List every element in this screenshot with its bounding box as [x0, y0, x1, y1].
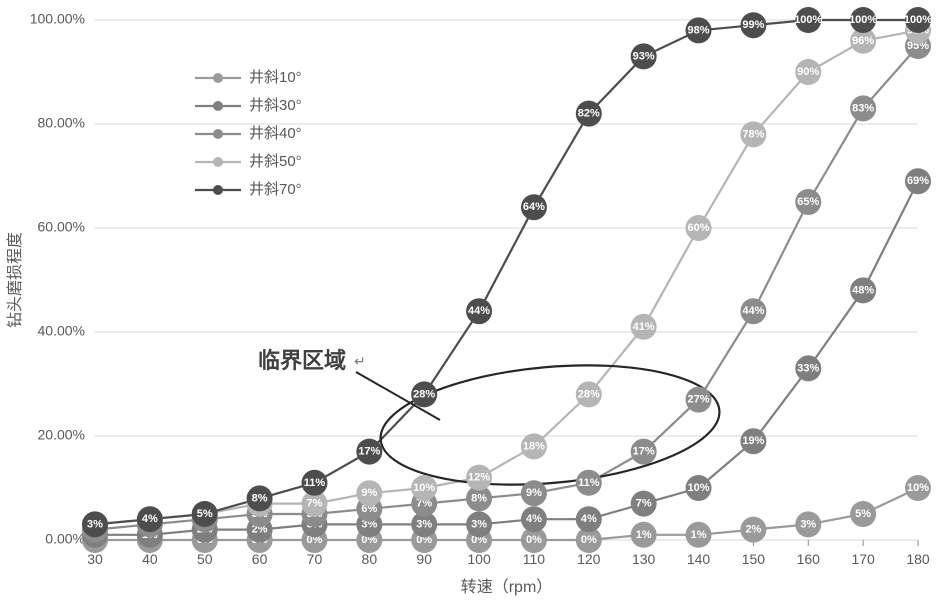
series-point [686, 215, 712, 241]
x-tick-label: 130 [632, 551, 656, 567]
y-tick-label: 80.00% [38, 115, 85, 131]
annotation-glyph: ↵ [354, 353, 366, 369]
x-tick-label: 110 [523, 551, 546, 567]
series-point [411, 381, 437, 407]
series-point [740, 121, 766, 147]
series-point [631, 314, 657, 340]
legend-label: 井斜30° [249, 97, 302, 114]
x-tick-label: 30 [87, 551, 103, 567]
x-axis-label: 转速（rpm） [461, 578, 553, 596]
y-tick-label: 20.00% [38, 427, 85, 443]
series-point [466, 298, 492, 324]
x-tick-label: 170 [851, 551, 875, 567]
y-tick-label: 40.00% [38, 323, 85, 339]
series-point [356, 439, 382, 465]
chart-container: 0.00% 20.00% 40.00% 60.00% 80.00% 100.00% 30 40… [0, 0, 938, 616]
x-tick-label: 40 [142, 551, 158, 567]
x-tick-label: 70 [307, 551, 323, 567]
x-tick-label: 80 [362, 551, 378, 567]
series-point [686, 17, 712, 43]
y-tick-label: 60.00% [38, 219, 85, 235]
annotation-text: 临界区域 [258, 348, 346, 373]
legend-marker [213, 73, 223, 83]
series-point [795, 7, 821, 33]
series-point [686, 522, 712, 548]
series-point [631, 491, 657, 517]
series-point [905, 7, 931, 33]
series-point [795, 189, 821, 215]
legend-marker [213, 157, 223, 167]
line-chart: 0.00% 20.00% 40.00% 60.00% 80.00% 100.00% 30 40… [0, 0, 938, 616]
series-point [740, 517, 766, 543]
legend-marker [213, 129, 223, 139]
legend-label: 井斜50° [249, 153, 302, 170]
x-tick-label: 150 [742, 551, 766, 567]
series-point [466, 465, 492, 491]
series-point [631, 439, 657, 465]
series-point [576, 506, 602, 532]
series-point [686, 387, 712, 413]
series-point [850, 95, 876, 121]
series-point [740, 298, 766, 324]
series-point [301, 470, 327, 496]
legend-label: 井斜10° [249, 69, 302, 86]
series-point [795, 355, 821, 381]
x-tick-label: 60 [252, 551, 268, 567]
series-point [850, 7, 876, 33]
series-point [686, 475, 712, 501]
legend-label: 井斜40° [249, 125, 302, 142]
series-point [521, 480, 547, 506]
series-point [740, 12, 766, 38]
series-point [356, 480, 382, 506]
series-point [247, 485, 273, 511]
y-tick-label: 100.00% [30, 11, 85, 27]
series-point [850, 501, 876, 527]
series-point [905, 168, 931, 194]
x-tick-label: 50 [197, 551, 213, 567]
series-point [192, 501, 218, 527]
series-point [466, 511, 492, 537]
series-point [631, 522, 657, 548]
series-point [521, 433, 547, 459]
series-point [905, 475, 931, 501]
series-point [411, 475, 437, 501]
x-tick-label: 140 [687, 551, 711, 567]
series-point [137, 506, 163, 532]
x-tick-label: 100 [467, 551, 491, 567]
x-tick-label: 120 [577, 551, 601, 567]
series-point [795, 511, 821, 537]
series-point [850, 277, 876, 303]
series-point [631, 43, 657, 69]
x-tick-label: 90 [416, 551, 432, 567]
y-axis-label: 钻头磨损程度 [6, 232, 24, 328]
legend-marker [213, 185, 223, 195]
legend-marker [213, 101, 223, 111]
series-point [521, 194, 547, 220]
series-point [521, 506, 547, 532]
series-point [82, 511, 108, 537]
series-point [576, 101, 602, 127]
x-tick-label: 160 [797, 551, 821, 567]
legend-label: 井斜70° [249, 181, 302, 198]
series-point [795, 59, 821, 85]
series-point [576, 381, 602, 407]
series-point [576, 470, 602, 496]
y-tick-label: 0.00% [45, 531, 85, 547]
x-tick-label: 180 [906, 551, 930, 567]
series-point [740, 428, 766, 454]
